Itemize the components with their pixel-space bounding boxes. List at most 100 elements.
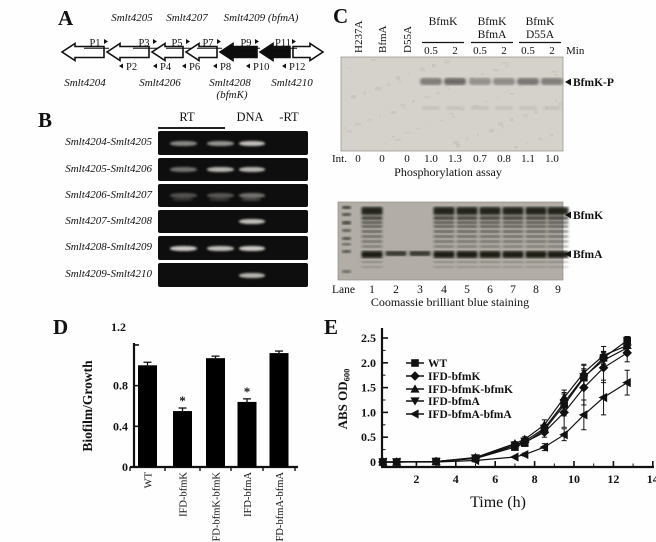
protein-band	[456, 230, 478, 233]
film-noise	[538, 138, 543, 141]
protein-band	[525, 207, 547, 215]
film-noise	[481, 73, 484, 76]
lane-number: 1	[369, 284, 375, 296]
film-noise	[465, 137, 469, 141]
x-tick-label: 10	[568, 472, 580, 486]
protein-band	[502, 230, 524, 233]
legend-label: WT	[428, 358, 448, 370]
film-noise	[485, 101, 489, 103]
gene-label: Smlt4209 (bfmA)	[224, 12, 299, 24]
protein-band	[433, 207, 455, 215]
protein-band	[433, 225, 455, 228]
dna-band	[239, 272, 265, 278]
protein-band	[502, 235, 524, 238]
film-noise	[501, 125, 504, 129]
data-marker	[623, 336, 631, 345]
protein-band	[502, 251, 524, 258]
protein-band	[547, 251, 569, 258]
data-marker	[598, 392, 608, 403]
panel-a-letter: A	[58, 6, 74, 30]
protein-band	[547, 240, 569, 243]
faint-band	[446, 106, 464, 110]
phospho-band	[517, 78, 539, 85]
lane-number: 8	[533, 284, 539, 296]
dna-band	[206, 140, 234, 146]
data-marker	[578, 410, 588, 420]
data-marker	[559, 398, 569, 408]
marker-band	[342, 243, 351, 246]
gel-strip	[158, 184, 308, 207]
x-tick-label: 6	[492, 472, 498, 486]
film-noise	[440, 120, 445, 122]
legend-label: IFD-bfmA-bfmA	[428, 409, 512, 421]
x-tick-label: 12	[607, 472, 619, 486]
data-marker	[410, 409, 419, 419]
protein-band	[547, 225, 569, 228]
faint-band	[519, 106, 537, 110]
film-noise	[498, 122, 503, 126]
intensity-value: 1.1	[521, 153, 535, 165]
marker-band	[342, 270, 351, 273]
lane-number: 3	[417, 284, 423, 296]
protein-band	[433, 245, 455, 248]
data-marker	[622, 348, 632, 358]
film-noise	[387, 83, 391, 87]
promoter-label: P7	[202, 38, 213, 49]
bar	[237, 401, 257, 467]
protein-band	[456, 225, 478, 228]
film-noise	[489, 129, 494, 133]
film-noise	[456, 144, 460, 148]
bar	[206, 358, 225, 467]
promoter-arrow-right-icon	[292, 39, 296, 44]
bar	[269, 353, 289, 467]
y-tick-label: 0	[370, 455, 376, 469]
protein-band	[547, 245, 569, 248]
phospho-band	[469, 78, 491, 85]
data-marker	[598, 362, 609, 373]
dna-band	[206, 167, 234, 172]
protein-band	[479, 261, 501, 263]
series-line	[382, 347, 628, 463]
data-marker	[622, 344, 632, 353]
phospho-band	[444, 78, 466, 85]
protein-band	[525, 230, 547, 233]
protein-band	[479, 235, 501, 238]
protein-band	[479, 245, 501, 248]
marker-band	[342, 250, 351, 253]
time-label: 2	[452, 45, 458, 57]
protein-band	[502, 266, 524, 268]
panel-b-rtpcr-gel: RT DNA -RT Smlt4204-Smlt4205 Smlt4205-Smlt42…	[30, 108, 322, 300]
promoter-arrow-left-icon	[153, 63, 157, 69]
protein-band	[525, 251, 547, 258]
data-marker	[539, 442, 549, 452]
film-noise	[493, 69, 499, 72]
protein-band	[479, 266, 501, 268]
promoter-arrow-right-icon	[186, 39, 190, 44]
film-noise	[420, 68, 425, 72]
marker-band	[342, 213, 351, 216]
film-noise	[350, 70, 352, 72]
promoter-arrow-left-icon	[213, 63, 217, 69]
film-noise	[473, 105, 479, 107]
intensity-value: 1.0	[424, 153, 438, 165]
gene-pair-label: Smlt4208-Smlt4209	[65, 241, 152, 253]
rt-underline	[158, 127, 225, 129]
x-axis-title: Time (h)	[470, 494, 526, 511]
dna-band	[239, 193, 265, 198]
film-noise	[392, 136, 395, 138]
legend-label: IFD-bfmK-bfmK	[428, 384, 513, 396]
data-marker	[391, 457, 401, 467]
data-marker	[622, 378, 631, 388]
film-noise	[379, 115, 381, 118]
film-noise	[522, 114, 528, 118]
y-tick-label: 0	[122, 460, 128, 474]
protein-band	[361, 251, 383, 258]
panel-a-gene-map: Smlt4204 Smlt4205 Smlt4206 Smlt4207 Smlt4208…	[60, 12, 325, 101]
marker-band	[342, 237, 351, 240]
lane-number: 6	[487, 284, 493, 296]
protein-band	[456, 235, 478, 238]
promoter-arrow-left-icon	[246, 63, 250, 69]
panel-c-letter: C	[333, 4, 349, 28]
protein-band	[361, 235, 383, 238]
promoter-label: P6	[189, 62, 200, 73]
